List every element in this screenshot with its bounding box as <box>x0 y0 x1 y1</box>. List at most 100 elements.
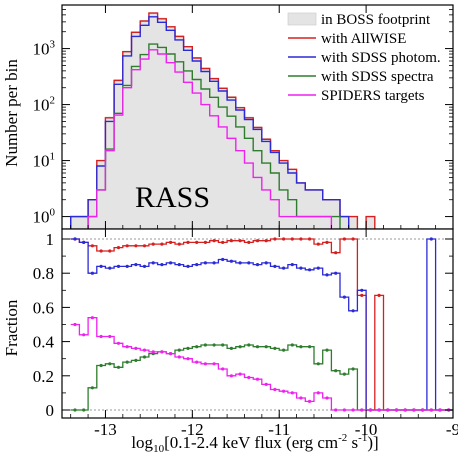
fraction-point-3-11 <box>169 352 173 356</box>
fraction-point-2-31 <box>342 372 346 376</box>
fraction-point-1-41 <box>429 237 433 241</box>
fraction-point-2-20 <box>247 343 251 347</box>
legend-label-4: SPIDERS targets <box>321 88 425 104</box>
fraction-point-3-19 <box>238 372 242 376</box>
fraction-point-0-27 <box>308 237 312 241</box>
fraction-point-1-19 <box>238 261 242 265</box>
fraction-point-0-28 <box>316 242 320 246</box>
fraction-point-2-7 <box>134 358 138 362</box>
fraction-point-2-4 <box>108 362 112 366</box>
fraction-point-1-22 <box>264 261 268 265</box>
fraction-point-3-42 <box>438 408 442 412</box>
bottom-panel: 0 0.2 0.4 0.6 0.8 1 -13 -12 -11 -10 -9 <box>33 228 458 439</box>
fraction-point-2-28 <box>316 362 320 366</box>
x-tick-label-3: -10 <box>355 420 378 439</box>
fraction-point-1-24 <box>282 266 286 270</box>
y-tick-label-top-1: 101 <box>33 151 56 171</box>
legend: in BOSS footprint with AllWISE with SDSS p… <box>287 12 441 104</box>
fraction-point-3-30 <box>334 408 338 412</box>
fraction-line-1 <box>70 238 453 411</box>
fraction-point-1-23 <box>273 264 277 268</box>
fraction-point-2-5 <box>116 365 121 369</box>
fraction-point-2-25 <box>290 343 294 347</box>
fraction-point-3-7 <box>134 346 138 350</box>
fraction-point-2-2 <box>90 386 94 390</box>
fraction-point-3-40 <box>421 408 425 412</box>
fraction-point-3-23 <box>273 387 277 392</box>
fraction-point-3-32 <box>351 408 355 412</box>
fraction-point-0-24 <box>282 237 286 241</box>
fraction-point-1-14 <box>195 263 199 267</box>
fraction-point-0-25 <box>290 237 294 241</box>
fraction-point-0-15 <box>203 240 207 244</box>
fraction-point-2-29 <box>325 348 329 352</box>
fraction-point-2-13 <box>186 346 190 350</box>
fraction-point-2-27 <box>308 345 312 349</box>
fraction-point-2-26 <box>299 345 303 349</box>
fraction-point-3-26 <box>299 396 303 400</box>
fraction-point-0-12 <box>177 242 181 246</box>
fraction-point-0-32 <box>351 237 355 241</box>
fraction-point-0-29 <box>325 240 329 244</box>
fraction-point-2-0 <box>73 408 77 412</box>
fraction-point-3-36 <box>386 408 390 412</box>
fraction-point-1-7 <box>134 263 138 267</box>
fraction-point-3-2 <box>90 316 94 320</box>
legend-label-2: with SDSS photom. <box>321 50 441 66</box>
fraction-point-3-10 <box>160 350 164 354</box>
fraction-point-2-19 <box>238 345 242 349</box>
fraction-point-1-8 <box>142 264 147 268</box>
y-tick-label-top-3: 103 <box>33 39 56 59</box>
fraction-point-3-38 <box>403 408 407 412</box>
fraction-point-3-16 <box>212 362 216 366</box>
fraction-point-3-20 <box>247 375 251 380</box>
fraction-point-2-23 <box>273 346 277 350</box>
x-tick-label-1: -12 <box>181 420 204 439</box>
fraction-point-1-18 <box>229 259 233 263</box>
fraction-point-0-2 <box>90 244 94 248</box>
fraction-point-3-37 <box>394 408 399 412</box>
fraction-point-1-21 <box>255 263 260 267</box>
fraction-point-3-0 <box>73 322 77 327</box>
fraction-point-3-28 <box>316 391 320 395</box>
x-axis-label-sub: 10 <box>153 443 165 455</box>
fraction-point-0-30 <box>334 251 338 255</box>
fraction-point-0-10 <box>160 242 164 246</box>
top-panel: 100 101 102 103 in BOSS footprint with AllWIS… <box>33 4 454 230</box>
fraction-point-2-6 <box>125 360 129 364</box>
fraction-point-0-4 <box>108 249 112 253</box>
plot-area-bottom <box>62 229 453 418</box>
fraction-point-3-17 <box>221 367 225 371</box>
fraction-point-1-3 <box>99 264 103 268</box>
fraction-point-1-27 <box>308 268 312 272</box>
fraction-point-0-33 <box>360 293 364 297</box>
legend-swatch-0 <box>287 12 317 26</box>
fraction-point-2-3 <box>99 363 103 368</box>
fraction-point-3-9 <box>151 350 155 354</box>
fraction-point-2-32 <box>351 367 355 371</box>
fraction-point-1-9 <box>151 261 155 265</box>
fraction-point-3-4 <box>108 334 112 339</box>
y-tick-label-bottom-4: 0.8 <box>33 264 54 283</box>
fraction-point-1-26 <box>299 266 303 270</box>
fraction-point-1-17 <box>221 257 225 262</box>
fraction-point-0-35 <box>377 293 381 297</box>
y-tick-label-top-2: 102 <box>33 95 56 115</box>
fraction-point-3-5 <box>116 341 121 345</box>
x-axis-label-log: log <box>131 433 153 452</box>
fraction-point-2-18 <box>229 346 233 350</box>
fraction-point-3-25 <box>290 391 294 395</box>
fraction-point-2-8 <box>142 355 147 359</box>
fraction-point-0-23 <box>273 237 277 241</box>
fraction-point-2-22 <box>264 345 268 349</box>
legend-label-0: in BOSS footprint <box>321 12 431 28</box>
fraction-point-1-28 <box>316 266 320 270</box>
fraction-point-0-3 <box>99 249 103 253</box>
histogram-line-2 <box>70 16 350 229</box>
fraction-point-2-17 <box>221 343 225 347</box>
fraction-point-1-5 <box>116 264 121 268</box>
fraction-point-3-29 <box>325 396 329 400</box>
fraction-point-1-25 <box>290 263 294 267</box>
fraction-point-1-11 <box>169 261 173 265</box>
